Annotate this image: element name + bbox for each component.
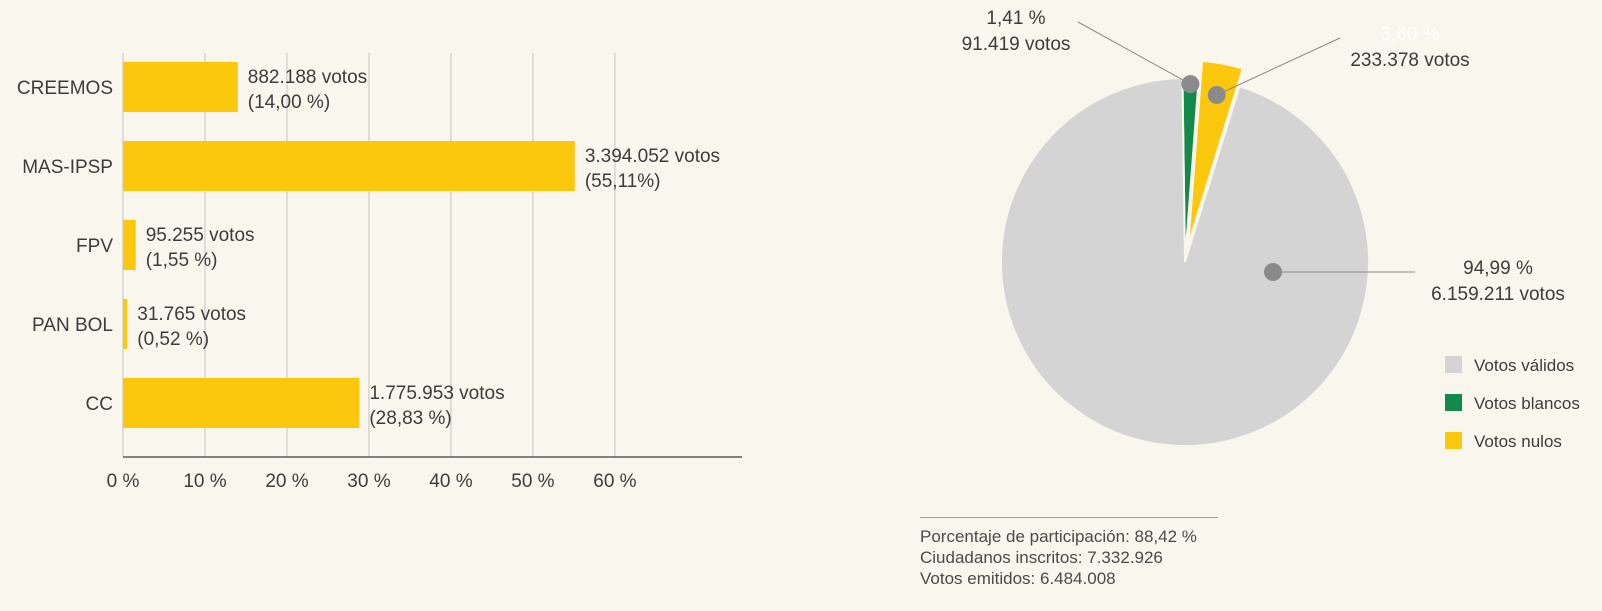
legend-swatch	[1445, 356, 1462, 373]
slice-marker	[1264, 263, 1282, 281]
legend-swatch	[1445, 432, 1462, 449]
category-label: MAS-IPSP	[22, 157, 113, 178]
pie-chart: 1,41 % 91.419 votos 3,60 % 233.378 votos 94,…	[962, 8, 1580, 451]
participation-rate: Porcentaje de participación: 88,42 %	[920, 527, 1197, 546]
bar-votes-label: 882.188 votos	[248, 67, 367, 88]
x-tick-label: 40 %	[429, 471, 472, 492]
bar	[123, 220, 136, 270]
bar	[123, 141, 575, 191]
valid-votes-label: 6.159.211 votos	[1431, 284, 1565, 305]
bar-votes-label: 31.765 votos	[137, 304, 246, 325]
blank-votes-label: 91.419 votos	[962, 34, 1071, 55]
x-tick-label: 60 %	[593, 471, 636, 492]
blank-percent-label: 1,41 %	[986, 8, 1045, 29]
x-tick-label: 20 %	[265, 471, 308, 492]
category-label: PAN BOL	[32, 315, 113, 336]
bar-percent-label: (14,00 %)	[248, 92, 330, 113]
bar	[123, 62, 238, 112]
x-tick-label: 10 %	[183, 471, 226, 492]
pie-slice	[1000, 77, 1370, 447]
x-tick-label: 0 %	[107, 471, 140, 492]
x-tick-label: 50 %	[511, 471, 554, 492]
valid-percent-label: 94,99 %	[1463, 258, 1533, 279]
x-tick-label: 30 %	[347, 471, 390, 492]
blank-leader-line	[1077, 21, 1191, 85]
null-votes-label: 233.378 votos	[1350, 50, 1469, 71]
category-label: CREEMOS	[17, 78, 113, 99]
bar-percent-label: (28,83 %)	[369, 408, 451, 429]
participation-summary: Porcentaje de participación: 88,42 % Ciu…	[920, 517, 1218, 589]
pie-slice	[1187, 59, 1245, 245]
bar-votes-label: 3.394.052 votos	[585, 146, 720, 167]
registered-citizens: Ciudadanos inscritos: 7.332.926	[920, 548, 1163, 567]
legend-label: Votos nulos	[1474, 432, 1562, 451]
bar-percent-label: (55,11%)	[585, 171, 661, 192]
bar-votes-label: 95.255 votos	[146, 225, 255, 246]
null-leader-line	[1216, 37, 1341, 96]
slice-marker	[1181, 75, 1200, 94]
bar-percent-label: (1,55 %)	[146, 250, 218, 271]
legend-label: Votos válidos	[1474, 356, 1574, 375]
bar-votes-label: 1.775.953 votos	[369, 383, 504, 404]
bar	[123, 299, 128, 349]
legend-label: Votos blancos	[1474, 394, 1580, 413]
votes-emitted: Votos emitidos: 6.484.008	[920, 569, 1116, 588]
bar-percent-label: (0,52 %)	[137, 329, 209, 350]
null-percent-label: 3,60 %	[1380, 24, 1439, 45]
category-label: FPV	[76, 236, 113, 257]
bar	[123, 378, 360, 428]
bar-chart: 0 % 10 % 20 % 30 % 40 % 50 % 60 % CREEMOS 882.18…	[17, 53, 742, 492]
slice-marker	[1207, 85, 1226, 104]
category-label: CC	[86, 394, 113, 415]
legend-swatch	[1445, 394, 1462, 411]
